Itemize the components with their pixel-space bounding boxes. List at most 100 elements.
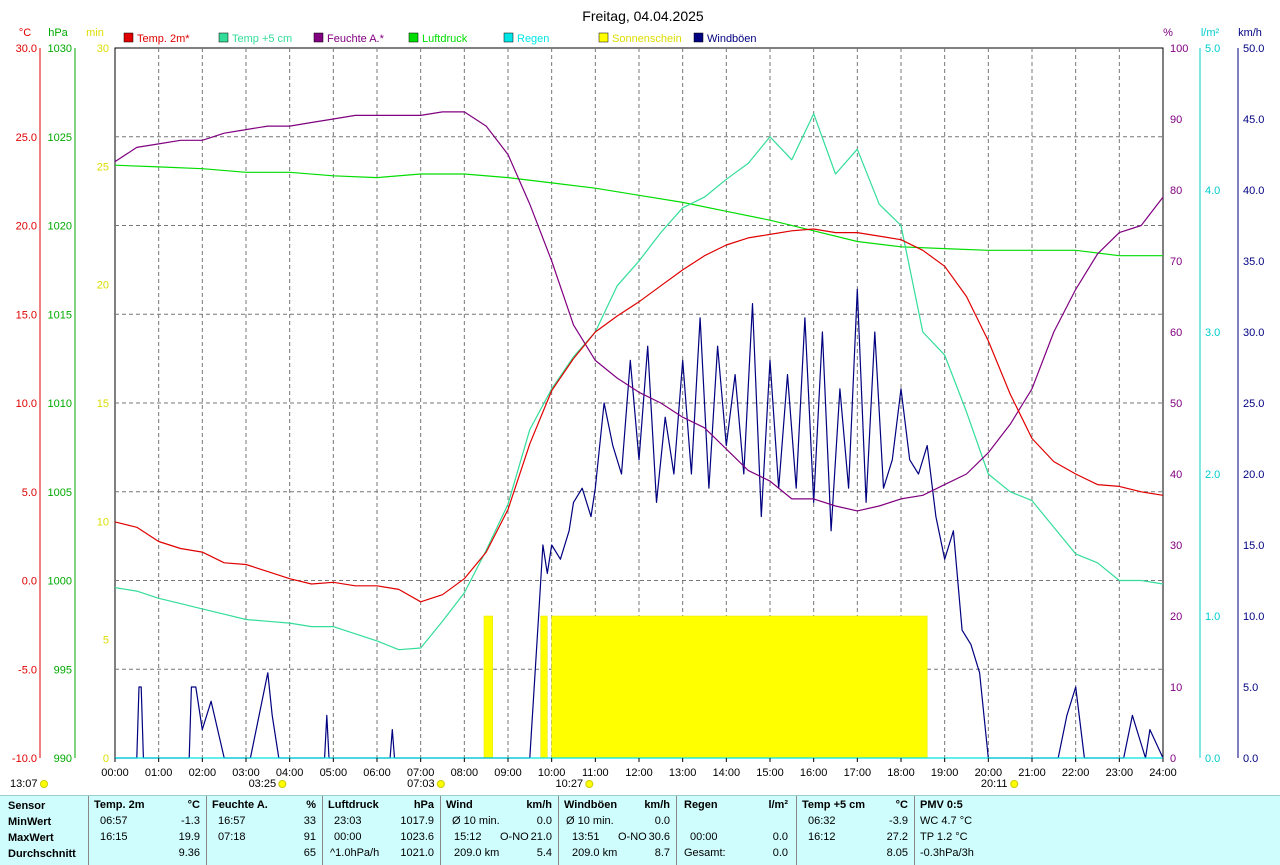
x-tick-label: 11:00 xyxy=(582,767,609,779)
unit-pressure: hPa xyxy=(48,27,68,39)
wind-axis-tick-label: 35.0 xyxy=(1243,256,1264,268)
pressure-axis-tick-label: 1025 xyxy=(48,132,72,144)
wind-axis-tick-label: 0.0 xyxy=(1243,753,1258,765)
header-gust: Windböen xyxy=(564,799,618,811)
section-rain: Regen l/m² 00:00 0.0 Gesamt: 0.0 xyxy=(680,796,792,865)
x-tick-label: 00:00 xyxy=(101,767,129,779)
legend-swatch xyxy=(408,32,419,43)
legend-swatch xyxy=(218,32,229,43)
wind-axis-tick-label: 15.0 xyxy=(1243,540,1264,552)
temp2m-max-time: 16:15 xyxy=(100,831,128,843)
sun-axis-tick-label: 10 xyxy=(97,516,109,528)
pmv-dewpoint: TP 1.2 °C xyxy=(920,831,968,843)
pressure-axis-tick-label: 1000 xyxy=(48,576,72,588)
x-tick-label: 22:00 xyxy=(1062,767,1090,779)
gust-max-dir: O-NO xyxy=(618,831,647,843)
temp-axis-tick-label: 30.0 xyxy=(16,43,37,55)
wind-axis-tick-label: 5.0 xyxy=(1243,682,1258,694)
sun-axis-tick-label: 5 xyxy=(103,635,109,647)
wind-distance: 209.0 km xyxy=(454,847,500,859)
x-tick-label: 24:00 xyxy=(1149,767,1177,779)
rain-axis-tick-label: 3.0 xyxy=(1205,327,1220,339)
header-temp5cm: Temp +5 cm xyxy=(802,799,866,811)
sun-axis-tick-label: 15 xyxy=(97,398,109,410)
humidity-axis-tick-label: 90 xyxy=(1170,114,1182,126)
section-temp2m: Temp. 2m °C 06:57 -1.3 16:15 19.9 9.36 xyxy=(92,796,204,865)
temp2m-avg: 9.36 xyxy=(178,847,200,859)
wind-max-time: 15:12 xyxy=(454,831,482,843)
temp5cm-min: -3.9 xyxy=(889,815,908,827)
legend-swatch xyxy=(503,32,514,43)
label-avg: Durchschnitt xyxy=(8,848,76,860)
sunshine-bar xyxy=(540,615,548,759)
humidity-min-time: 16:57 xyxy=(218,815,246,827)
x-tick-label: 04:00 xyxy=(276,767,304,779)
sunshine-bar xyxy=(551,615,928,759)
moon-rise-icon xyxy=(278,780,287,788)
pressure-axis-tick-label: 1030 xyxy=(48,43,72,55)
x-tick-label: 23:00 xyxy=(1106,767,1134,779)
pressure-axis-tick-label: 995 xyxy=(54,664,72,676)
marker-label: 07:03 xyxy=(407,778,435,790)
marker-label: 13:07 xyxy=(10,778,38,790)
humidity-min: 33 xyxy=(303,815,316,827)
series-windb-en xyxy=(115,288,1164,759)
pressure-max-time: 00:00 xyxy=(334,831,362,843)
legend-swatch xyxy=(598,32,609,43)
wind-axis-tick-label: 25.0 xyxy=(1243,398,1264,410)
gust-avg: 8.7 xyxy=(654,847,670,859)
rain-axis-tick-label: 5.0 xyxy=(1205,43,1220,55)
gust-max-time: 13:51 xyxy=(572,831,600,843)
humidity-axis-tick-label: 40 xyxy=(1170,469,1182,481)
pressure-min: 1017.9 xyxy=(400,815,434,827)
temp5cm-avg: 8.05 xyxy=(886,847,908,859)
section-pmv: PMV 0:5 WC 4.7 °C TP 1.2 °C -0.3hPa/3h xyxy=(918,796,1038,865)
row-labels: Sensor MinWert MaxWert Durchschnitt xyxy=(8,796,88,865)
section-temp5cm: Temp +5 cm °C 06:32 -3.9 16:12 27.2 8.05 xyxy=(800,796,912,865)
sunrise-icon xyxy=(436,780,445,788)
temp-axis-tick-label: 5.0 xyxy=(22,487,37,499)
section-pressure: Luftdruck hPa 23:03 1017.9 00:00 1023.6 … xyxy=(326,796,438,865)
gust-distance: 209.0 km xyxy=(572,847,618,859)
x-tick-label: 09:00 xyxy=(494,767,522,779)
sun-axis-tick-label: 0 xyxy=(103,753,109,765)
weather-chart: Freitag, 04.04.2025 Temp. 2m* Temp +5 cm F… xyxy=(10,8,1265,790)
legend-label: Temp. 2m* xyxy=(137,33,190,45)
wind-axis-tick-label: 45.0 xyxy=(1243,114,1264,126)
wind-axis-tick-label: 50.0 xyxy=(1243,43,1264,55)
x-tick-label: 06:00 xyxy=(363,767,391,779)
pressure-axis-tick-label: 990 xyxy=(54,753,72,765)
marker-label: 03:25 xyxy=(249,778,277,790)
series-luftdruck xyxy=(114,164,1163,257)
gust-max: 30.6 xyxy=(648,831,670,843)
rain-max-time: 00:00 xyxy=(690,831,718,843)
label-sensor: Sensor xyxy=(8,800,46,812)
wind-axis-tick-label: 30.0 xyxy=(1243,327,1264,339)
pressure-min-time: 23:03 xyxy=(334,815,362,827)
legend-swatch xyxy=(693,32,704,43)
section-wind: Wind km/h Ø 10 min. 0.0 15:12 O-NO 21.0 … xyxy=(444,796,556,865)
humidity-axis-tick-label: 10 xyxy=(1170,682,1182,694)
header-wind: Wind xyxy=(446,799,473,811)
temp-axis-tick-label: 15.0 xyxy=(16,309,37,321)
chart-title: Freitag, 04.04.2025 xyxy=(582,8,704,24)
axes: 30.025.020.015.010.05.00.0-5.0-10.010301… xyxy=(12,43,1265,765)
pmv-trend: -0.3hPa/3h xyxy=(920,847,974,859)
sunshine-bars xyxy=(483,615,928,759)
unit-temp: °C xyxy=(19,27,31,39)
x-tick-label: 19:00 xyxy=(931,767,959,779)
section-gust: Windböen km/h Ø 10 min. 0.0 13:51 O-NO 3… xyxy=(562,796,674,865)
pressure-trend: ^1.0hPa/h xyxy=(330,847,380,859)
axis-units: °C hPa min% l/m² km/h xyxy=(19,27,1262,39)
wind-max-dir: O-NO xyxy=(500,831,529,843)
humidity-axis-tick-label: 60 xyxy=(1170,327,1182,339)
temp2m-min-time: 06:57 xyxy=(100,815,128,827)
humidity-axis-tick-label: 50 xyxy=(1170,398,1182,410)
gust-avg10-label: Ø 10 min. xyxy=(566,815,614,827)
temp5cm-max-time: 16:12 xyxy=(808,831,836,843)
rain-max: 0.0 xyxy=(772,831,788,843)
marker-label: 10:27 xyxy=(556,778,584,790)
x-axis-ticks: 00:00 01:00 02:00 03:00 04:00 05:00 06:00 07:00… xyxy=(101,758,1177,779)
wind-axis-tick-label: 20.0 xyxy=(1243,469,1264,481)
series-temp-2m xyxy=(114,228,1164,603)
